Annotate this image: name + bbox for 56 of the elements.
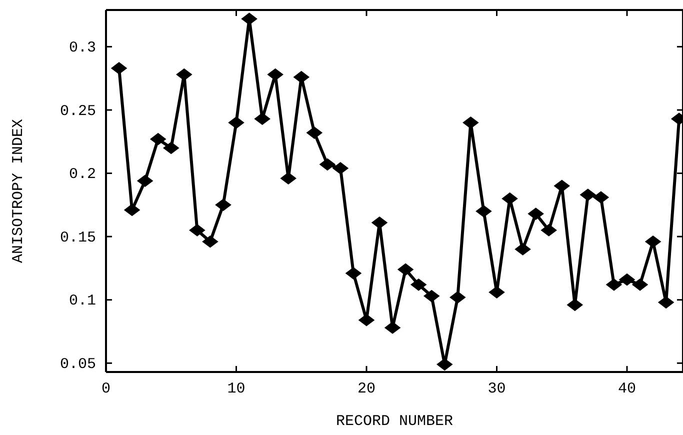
point (202, 235, 218, 248)
point (345, 267, 362, 280)
point (410, 278, 427, 291)
point (606, 278, 622, 291)
point (554, 180, 570, 192)
point (450, 291, 466, 304)
point (293, 70, 310, 84)
point (528, 208, 544, 220)
x-tick-label: 30 (488, 380, 506, 398)
x-tick-label: 10 (227, 380, 246, 398)
point (124, 204, 140, 216)
point (150, 132, 166, 146)
point (618, 273, 636, 286)
point (488, 286, 505, 298)
point (280, 172, 297, 185)
point (476, 205, 492, 218)
point (215, 198, 232, 212)
x-axis-title: RECORD NUMBER (336, 413, 454, 430)
y-axis-title: ANISOTROPY INDEX (10, 118, 27, 264)
y-tick-label: 0.05 (60, 356, 96, 373)
point (162, 142, 180, 154)
point (462, 116, 479, 129)
point (540, 224, 557, 236)
point (319, 158, 336, 171)
point (514, 243, 531, 256)
point (228, 116, 244, 129)
point (580, 188, 596, 201)
point (423, 290, 440, 302)
point (644, 235, 662, 248)
x-tick-label: 20 (357, 380, 376, 398)
y-tick-label: 0.25 (60, 102, 96, 120)
y-tick-label: 0.15 (60, 229, 96, 246)
y-tick-label: 0.3 (68, 40, 96, 57)
point (397, 263, 414, 276)
point (110, 62, 128, 74)
point (176, 68, 192, 81)
point (189, 224, 206, 236)
point (371, 216, 388, 229)
point (632, 278, 648, 291)
point (306, 126, 323, 139)
point (332, 162, 349, 174)
point (267, 68, 284, 81)
point (384, 322, 401, 334)
point (658, 296, 674, 309)
y-tick-label: 0.2 (68, 166, 96, 184)
point (358, 314, 375, 326)
point (502, 192, 518, 205)
point (241, 12, 258, 26)
point (436, 358, 453, 371)
x-tick-label: 40 (618, 380, 636, 398)
point (592, 191, 610, 204)
point (254, 112, 270, 126)
x-tick-label: 0 (101, 380, 111, 398)
point (136, 174, 154, 188)
y-tick-label: 0.1 (68, 292, 96, 310)
point (566, 298, 584, 312)
